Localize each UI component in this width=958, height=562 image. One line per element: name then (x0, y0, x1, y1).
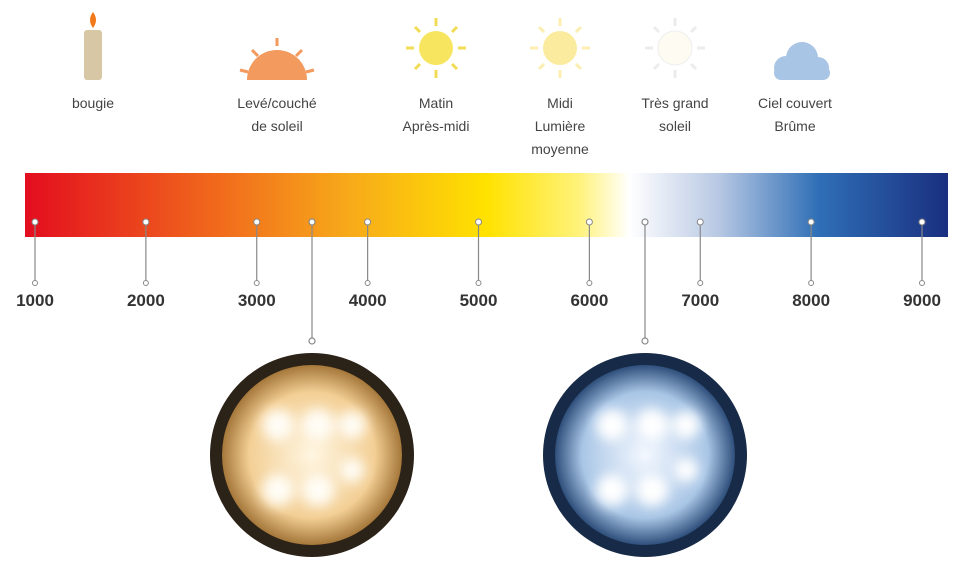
icon-label: Midi (547, 95, 573, 111)
tick-label: 8000 (792, 291, 830, 310)
tick-dot (364, 218, 372, 226)
icon-labels: bougie Levé/couché de soleil Matin Après… (72, 95, 832, 157)
candle-icon (84, 12, 102, 80)
warm-lamp (210, 353, 414, 557)
tick-dot (364, 280, 371, 286)
tick-dot (807, 218, 815, 226)
cool-lamp (543, 353, 747, 557)
icon-label: de soleil (251, 118, 302, 134)
sunset-icon (239, 38, 315, 80)
tick-label: 6000 (570, 291, 608, 310)
icon-label: moyenne (531, 141, 589, 157)
tick-label: 4000 (349, 291, 387, 310)
icon-label: Très grand (641, 95, 708, 111)
tick-dot (586, 280, 593, 286)
icon-label: bougie (72, 95, 114, 111)
icon-label: Après-midi (403, 118, 470, 134)
tick-dot (475, 218, 482, 226)
spectrum-bar (25, 173, 948, 237)
tick-dot (919, 280, 925, 286)
icon-label: Ciel couvert (758, 95, 832, 111)
tick-label: 5000 (460, 291, 498, 310)
tick-dot (32, 280, 38, 286)
icon-label: soleil (659, 118, 691, 134)
icon-label: Levé/couché (237, 95, 317, 111)
noon-sun-icon (530, 18, 590, 78)
tick-label: 1000 (16, 291, 54, 310)
scale-ticks: 1000 2000 3000 4000 5000 6000 7000 8000 9000 (16, 218, 941, 310)
icon-label: Matin (419, 95, 453, 111)
tick-label: 9000 (903, 291, 941, 310)
tick-dot (585, 218, 593, 226)
cloud-icon (774, 42, 830, 80)
tick-dot (31, 218, 39, 226)
tick-dot (142, 280, 149, 286)
tick-label: 3000 (238, 291, 276, 310)
icon-label: Lumière (535, 118, 586, 134)
bright-sun-icon (645, 18, 705, 78)
lamp-pointers (308, 218, 649, 345)
tick-dot (696, 218, 704, 226)
tick-label: 2000 (127, 291, 165, 310)
tick-dot (918, 218, 926, 226)
tick-dot (253, 218, 261, 226)
tick-label: 7000 (681, 291, 719, 310)
tick-dot (475, 280, 482, 286)
tick-dot (697, 280, 704, 286)
icon-label: Brûme (774, 118, 815, 134)
sun-icon (406, 18, 466, 78)
tick-dot (142, 218, 150, 226)
tick-dot (253, 280, 260, 286)
tick-dot (808, 280, 815, 286)
